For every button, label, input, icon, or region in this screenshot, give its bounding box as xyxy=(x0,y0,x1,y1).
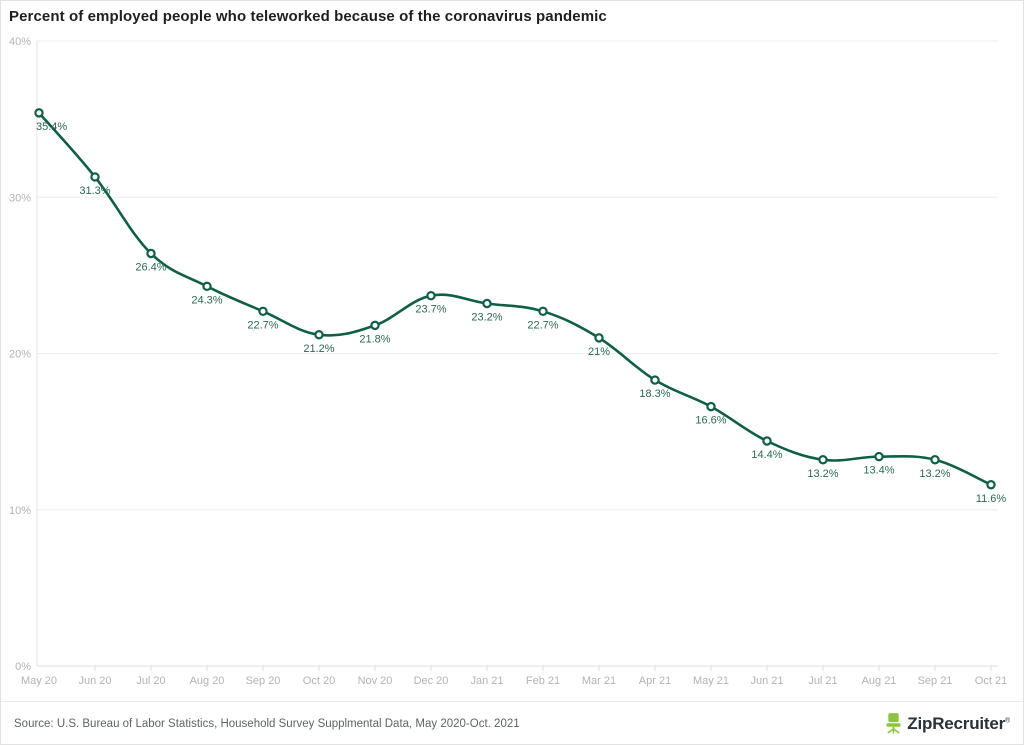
svg-text:Feb 21: Feb 21 xyxy=(526,675,560,687)
svg-text:10%: 10% xyxy=(9,505,31,517)
svg-text:13.2%: 13.2% xyxy=(807,468,838,480)
svg-text:13.2%: 13.2% xyxy=(919,468,950,480)
svg-text:40%: 40% xyxy=(9,36,31,48)
svg-text:Sep 21: Sep 21 xyxy=(918,675,953,687)
svg-text:Mar 21: Mar 21 xyxy=(582,675,616,687)
svg-text:13.4%: 13.4% xyxy=(863,465,894,477)
svg-text:22.7%: 22.7% xyxy=(527,319,558,331)
svg-text:Sep 20: Sep 20 xyxy=(246,675,281,687)
svg-text:11.6%: 11.6% xyxy=(976,493,1007,505)
ziprecruiter-logo: ZipRecruiter® xyxy=(885,713,1010,734)
svg-text:31.3%: 31.3% xyxy=(79,185,110,197)
svg-text:23.2%: 23.2% xyxy=(471,312,502,324)
svg-text:22.7%: 22.7% xyxy=(247,319,278,331)
svg-text:23.7%: 23.7% xyxy=(415,304,446,316)
svg-text:Nov 20: Nov 20 xyxy=(358,675,393,687)
svg-text:Jul 21: Jul 21 xyxy=(808,675,837,687)
svg-text:21%: 21% xyxy=(588,346,610,358)
svg-text:20%: 20% xyxy=(9,349,31,361)
svg-text:21.2%: 21.2% xyxy=(303,343,334,355)
svg-text:Jun 21: Jun 21 xyxy=(750,675,783,687)
line-chart: 0% 10% 20% 30% 40% May 20 Jun 20 Jul 20 Aug 20 Se… xyxy=(9,36,1007,687)
svg-text:35.4%: 35.4% xyxy=(36,121,67,133)
source-text: Source: U.S. Bureau of Labor Statistics,… xyxy=(14,717,520,730)
svg-text:26.4%: 26.4% xyxy=(135,262,166,274)
svg-text:30%: 30% xyxy=(9,192,31,204)
svg-text:Jun 20: Jun 20 xyxy=(78,675,111,687)
svg-text:Jan 21: Jan 21 xyxy=(470,675,503,687)
svg-text:Oct 21: Oct 21 xyxy=(975,675,1007,687)
svg-text:14.4%: 14.4% xyxy=(751,449,782,461)
svg-text:18.3%: 18.3% xyxy=(639,388,670,400)
registered-mark: ® xyxy=(1005,716,1010,724)
office-chair-icon xyxy=(886,713,901,734)
svg-text:16.6%: 16.6% xyxy=(695,415,726,427)
footer: Source: U.S. Bureau of Labor Statistics,… xyxy=(1,701,1023,744)
svg-text:Aug 20: Aug 20 xyxy=(190,675,225,687)
logo-text: ZipRecruiter® xyxy=(907,713,1010,733)
svg-text:May 20: May 20 xyxy=(21,675,57,687)
svg-text:0%: 0% xyxy=(15,661,31,673)
svg-text:Apr 21: Apr 21 xyxy=(639,675,671,687)
svg-text:24.3%: 24.3% xyxy=(191,294,222,306)
svg-text:Dec 20: Dec 20 xyxy=(414,675,449,687)
svg-text:21.8%: 21.8% xyxy=(359,333,390,345)
svg-text:Oct 20: Oct 20 xyxy=(303,675,335,687)
chart-title: Percent of employed people who teleworke… xyxy=(9,8,607,25)
svg-text:Jul 20: Jul 20 xyxy=(136,675,165,687)
svg-text:May 21: May 21 xyxy=(693,675,729,687)
svg-text:Aug 21: Aug 21 xyxy=(862,675,897,687)
